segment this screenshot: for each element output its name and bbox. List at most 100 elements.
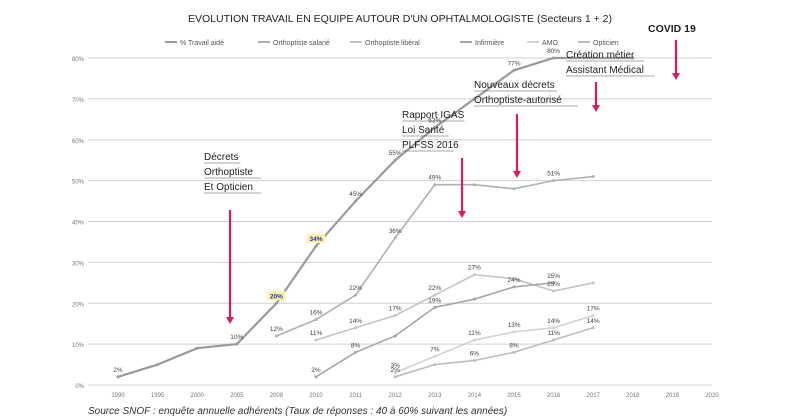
data-point <box>393 371 397 375</box>
legend-label: Opticien <box>593 40 619 47</box>
annotation-text: Rapport IGAS <box>402 110 465 121</box>
data-label: 20% <box>270 293 283 300</box>
data-label: 25% <box>547 281 560 288</box>
data-point <box>314 375 318 379</box>
data-point <box>393 236 397 240</box>
y-tick-label: 50% <box>72 180 85 186</box>
x-tick-label: 2014 <box>468 393 482 399</box>
data-label: 2% <box>390 367 400 374</box>
x-tick-label: 2013 <box>428 393 442 399</box>
data-label: 8% <box>509 342 519 349</box>
data-point <box>552 281 556 285</box>
data-label: 3% <box>390 363 400 370</box>
annotation: Décrets Orthoptiste Et Opticien <box>204 152 262 324</box>
label-highlight <box>307 234 325 244</box>
data-label: 34% <box>309 236 322 243</box>
data-point <box>195 346 199 350</box>
x-tick-label: 2018 <box>626 393 640 399</box>
annotation: COVID 19 <box>648 23 696 80</box>
data-point <box>354 199 358 203</box>
data-point <box>433 125 437 129</box>
data-point <box>591 314 595 318</box>
y-tick-label: 20% <box>72 302 85 308</box>
label-highlight <box>267 291 286 301</box>
x-tick-label: 2000 <box>191 393 205 399</box>
data-point <box>591 281 595 285</box>
data-point <box>433 183 437 187</box>
legend-label: Orthoptiste libéral <box>365 40 420 47</box>
data-label: 14% <box>547 318 560 325</box>
data-label: 11% <box>310 330 323 337</box>
data-label: 17% <box>587 306 600 313</box>
data-point <box>274 301 278 305</box>
data-point <box>472 97 476 101</box>
data-point <box>472 358 476 362</box>
data-label: 10% <box>230 334 243 341</box>
data-label: 14% <box>349 318 362 325</box>
series-line <box>315 273 594 341</box>
data-label: 17% <box>389 306 402 313</box>
annotation: Création métier Assistant Médical <box>566 50 655 112</box>
data-point <box>354 293 358 297</box>
data-point <box>433 305 437 309</box>
annotations: Décrets Orthoptiste Et Opticien Rapport IGA… <box>204 23 696 324</box>
data-label: 22% <box>428 285 441 292</box>
data-label: 6% <box>470 350 480 357</box>
data-label: 77% <box>507 60 520 67</box>
annotation-text: Et Opticien <box>204 182 253 193</box>
data-point <box>512 187 516 191</box>
data-label: 2% <box>311 367 321 374</box>
data-point <box>512 285 516 289</box>
x-tick-label: 2012 <box>389 393 403 399</box>
data-point <box>591 56 595 60</box>
y-axis: 0% 10% 20% 30% 40% 50% 60% 70% 80% <box>72 57 85 390</box>
annotation-text: Loi Santé <box>402 125 445 136</box>
annotation: Nouveaux décrets Orthoptiste-autorisé <box>474 80 578 178</box>
data-point <box>472 273 476 277</box>
data-label: 55% <box>389 150 402 157</box>
data-point <box>552 289 556 293</box>
data-label: 51% <box>547 171 560 178</box>
series-line <box>394 314 594 374</box>
legend-label: Orthoptiste salarié <box>273 40 330 47</box>
y-tick-label: 70% <box>72 98 85 104</box>
series-lines <box>116 56 635 379</box>
annotation-text: Orthoptiste-autorisé <box>474 95 562 106</box>
annotation-arrowhead <box>226 317 234 324</box>
data-point <box>472 338 476 342</box>
data-label: 80% <box>547 48 560 55</box>
data-point <box>393 158 397 162</box>
x-tick-label: 2010 <box>309 393 323 399</box>
data-point <box>274 334 278 338</box>
chart-title: EVOLUTION TRAVAIL EN EQUIPE AUTOUR D'UN … <box>188 13 612 25</box>
data-label: 11% <box>547 330 560 337</box>
data-point <box>552 179 556 183</box>
x-tick-label: 2015 <box>507 393 521 399</box>
annotation-arrowhead <box>672 73 680 80</box>
series-line <box>117 56 633 378</box>
annotation-text: Décrets <box>204 152 238 163</box>
y-tick-label: 80% <box>72 57 85 63</box>
source-note: Source SNOF : enquête annuelle adhérents… <box>88 406 507 417</box>
y-tick-label: 60% <box>72 139 85 145</box>
data-label: 2% <box>113 367 123 374</box>
data-point <box>393 375 397 379</box>
series-line <box>394 327 594 378</box>
series-line <box>276 175 594 337</box>
data-label: 49% <box>428 175 441 182</box>
data-point <box>314 244 318 248</box>
data-point <box>512 350 516 354</box>
data-label: 19% <box>428 297 441 304</box>
data-point <box>314 338 318 342</box>
annotation-text: Nouveaux décrets <box>474 80 555 91</box>
x-tick-label: 2017 <box>587 393 601 399</box>
x-tick-label: 2016 <box>547 393 561 399</box>
annotation: Rapport IGAS Loi Santé PLFSS 2016 <box>402 110 466 218</box>
data-label: 16% <box>309 310 322 317</box>
x-tick-label: 2020 <box>705 393 719 399</box>
data-label: 24% <box>507 277 520 284</box>
data-point <box>116 375 120 379</box>
annotation-arrowhead <box>513 171 521 178</box>
data-point <box>433 293 437 297</box>
